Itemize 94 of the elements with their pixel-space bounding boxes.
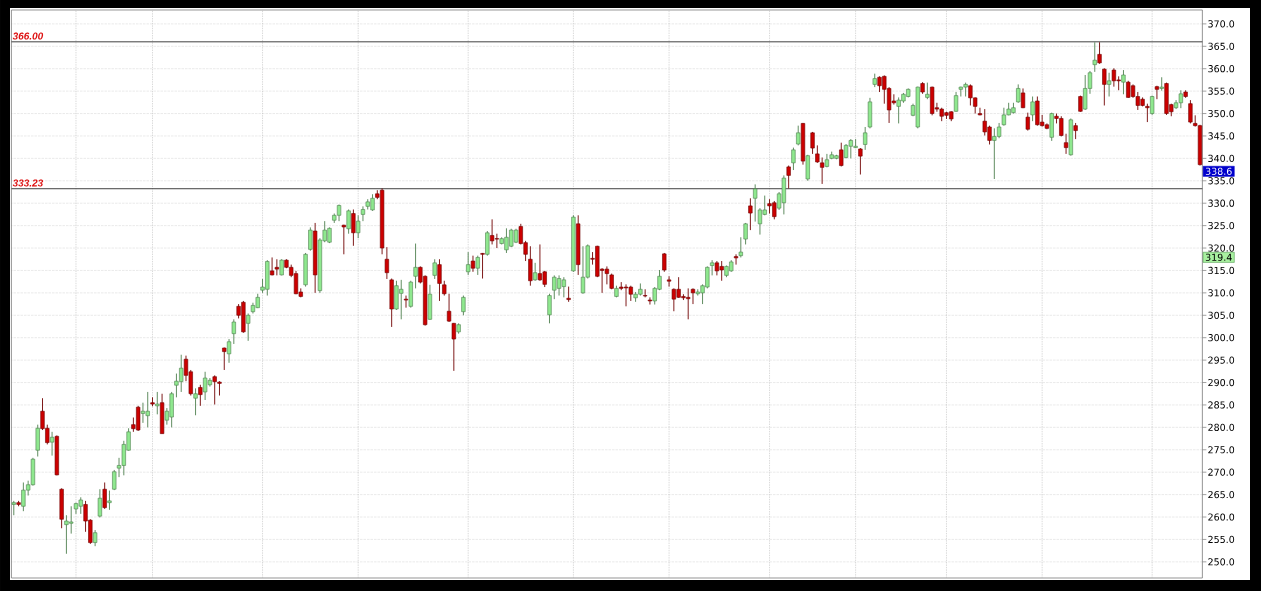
text: 319.4 <box>1205 253 1232 261</box>
candlestick <box>470 255 476 273</box>
candlestick <box>1121 69 1126 95</box>
candlestick <box>566 286 571 303</box>
y-tick-label: 325.0 <box>1208 222 1235 230</box>
y-tick-label: 285.0 <box>1208 401 1235 409</box>
ref-line-label: 333.23 <box>12 179 44 187</box>
candlestick <box>791 147 796 171</box>
candlestick <box>1159 76 1164 92</box>
y-tick-label: 260.0 <box>1208 513 1235 521</box>
y-tick-label: 275.0 <box>1208 446 1235 454</box>
y-tick-label: 315.0 <box>1208 266 1235 275</box>
ref-line-label: 366.00 <box>12 32 44 40</box>
candlestick <box>193 387 198 416</box>
y-tick-label: 350.0 <box>1208 109 1235 118</box>
candlestick <box>738 236 743 258</box>
candlestick <box>489 218 495 245</box>
candlestick <box>623 283 629 307</box>
y-tick-label: 370.0 <box>1208 20 1235 28</box>
candlestick <box>1154 85 1160 100</box>
candlestick <box>155 391 160 415</box>
candlestick <box>246 313 251 342</box>
candlestick <box>1111 67 1117 88</box>
candlestick <box>494 233 499 249</box>
candlestick <box>537 244 543 282</box>
y-tick-label: 345.0 <box>1208 132 1235 140</box>
candlestick <box>1092 41 1097 73</box>
y-tick-label: 320.0 <box>1208 244 1235 252</box>
candlestick <box>858 147 863 175</box>
y-tick-label: 255.0 <box>1208 535 1235 544</box>
candlestick <box>346 209 351 235</box>
y-tick-label: 280.0 <box>1208 423 1235 431</box>
y-tick-label: 270.0 <box>1208 468 1235 476</box>
y-tick-label: 250.0 <box>1208 558 1235 566</box>
candlestick <box>269 257 275 276</box>
candlestick <box>753 183 758 223</box>
candlestick <box>533 262 538 282</box>
y-tick-label: 265.0 <box>1208 491 1235 499</box>
candlestick <box>413 243 418 289</box>
y-tick-label: 290.0 <box>1208 378 1235 387</box>
candlestick <box>733 253 739 266</box>
candlestick <box>580 245 586 295</box>
y-tick-label: 340.0 <box>1208 154 1235 162</box>
y-tick-label: 365.0 <box>1208 42 1235 50</box>
y-tick-label: 305.0 <box>1208 311 1235 319</box>
y-tick-label: 335.0 <box>1208 177 1235 185</box>
candlestick <box>222 347 227 371</box>
candlestick <box>97 488 103 518</box>
candlestick <box>748 197 753 231</box>
candlestick <box>351 209 356 247</box>
y-tick-label: 310.0 <box>1208 289 1235 297</box>
candlestick <box>49 431 55 457</box>
candlestick <box>805 154 810 182</box>
candlestick <box>1083 74 1088 111</box>
y-tick-label: 330.0 <box>1208 199 1235 207</box>
candlestick <box>561 276 566 298</box>
candlestick <box>977 107 983 116</box>
candlestick <box>308 226 313 252</box>
candlestick <box>1106 72 1112 97</box>
y-tick-label: 360.0 <box>1208 65 1235 73</box>
candlestick <box>1097 41 1102 65</box>
y-tick-label: 295.0 <box>1208 356 1235 364</box>
candlestick <box>102 482 107 510</box>
candlestick <box>437 258 442 302</box>
candlestick <box>461 295 466 316</box>
candlestick <box>480 252 485 279</box>
candlestick <box>203 371 208 401</box>
candlestick <box>198 384 203 407</box>
candlestick <box>274 258 279 276</box>
candlestick <box>341 224 346 255</box>
candlestick <box>1049 112 1054 142</box>
candlestick <box>432 258 437 280</box>
candlestick <box>35 424 40 457</box>
text: 338.6 <box>1205 167 1232 175</box>
candlestick <box>140 402 146 424</box>
y-tick-label: 300.0 <box>1208 334 1235 342</box>
candlestick <box>466 251 471 276</box>
candlestick <box>1145 103 1150 123</box>
candlestick <box>547 293 552 324</box>
candlestick <box>690 287 696 305</box>
candlestick <box>485 230 490 257</box>
y-tick-label: 355.0 <box>1208 87 1235 95</box>
candlestick <box>556 274 562 297</box>
candlestick <box>953 91 959 113</box>
candlestick <box>1178 89 1183 109</box>
candlestick <box>666 275 672 288</box>
candlestick <box>1016 83 1021 104</box>
candlestick <box>1030 96 1035 122</box>
candlestick <box>1102 67 1107 106</box>
candlestick <box>475 255 480 276</box>
candlestick <box>403 295 409 309</box>
candlestick <box>107 490 112 511</box>
candlestick <box>647 296 653 305</box>
candlestick <box>528 245 533 287</box>
